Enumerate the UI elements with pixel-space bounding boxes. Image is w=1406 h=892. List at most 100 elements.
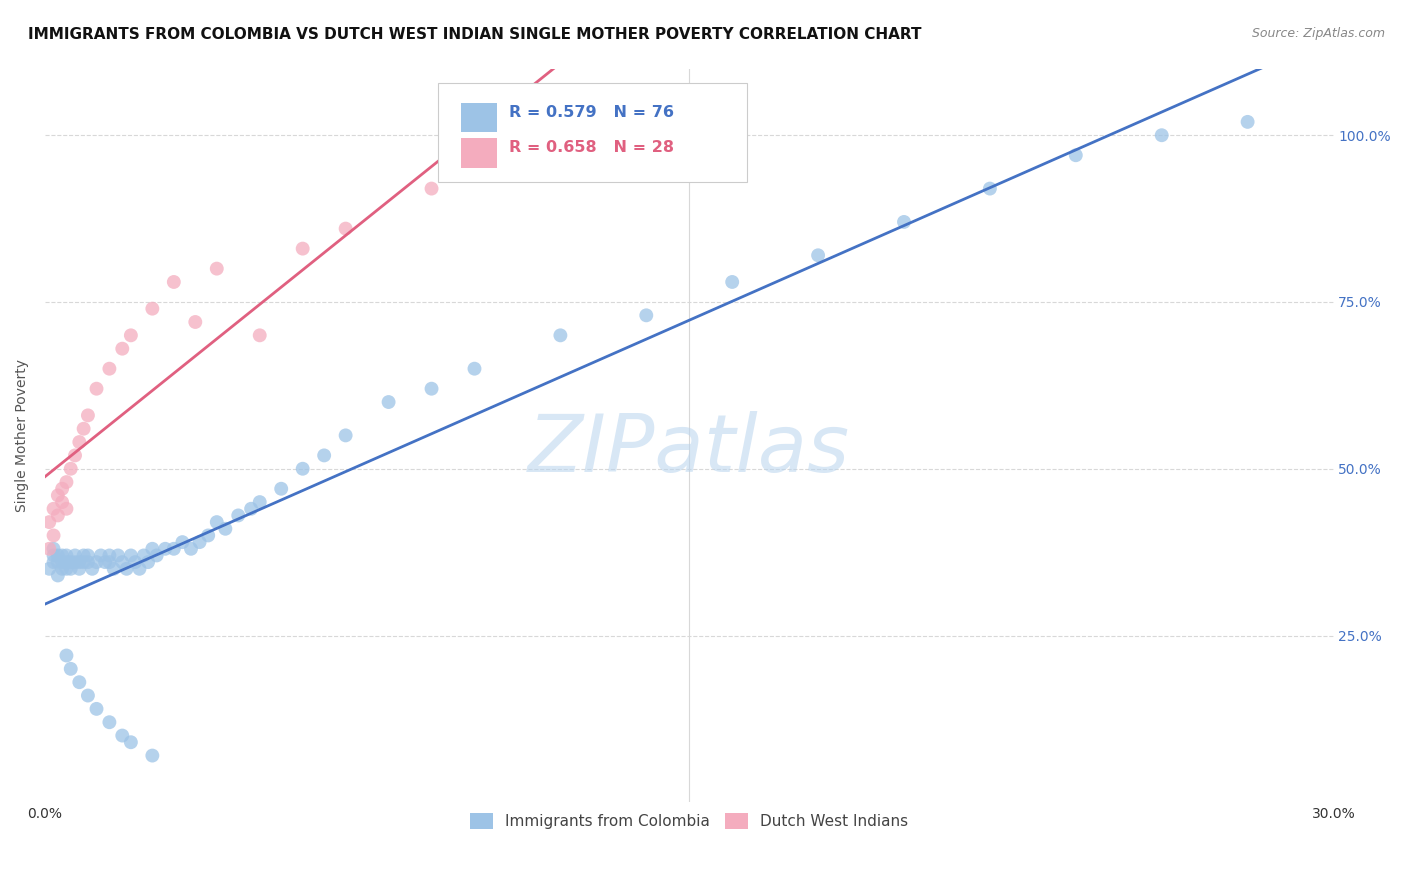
Point (184, 315, 207, 329)
Point (59, 461, 82, 475)
Text: ZIPatlas: ZIPatlas (529, 411, 851, 489)
Point (42, 501, 65, 516)
Point (67, 555, 90, 569)
Point (249, 495, 271, 509)
Point (124, 555, 146, 569)
Point (141, 541, 163, 556)
Point (67, 562, 90, 576)
Point (120, 549, 142, 563)
Y-axis label: Single Mother Poverty: Single Mother Poverty (15, 359, 30, 512)
Point (141, 301, 163, 316)
Point (59, 662, 82, 676)
Point (38, 515, 60, 529)
Point (59, 562, 82, 576)
Point (55, 648, 77, 663)
Point (55, 475, 77, 489)
Point (77, 555, 100, 569)
Point (42, 549, 65, 563)
Point (1064, 148, 1087, 162)
Point (77, 409, 100, 423)
Point (86, 555, 108, 569)
Point (77, 689, 100, 703)
Point (377, 395, 399, 409)
Point (63, 549, 86, 563)
Point (172, 535, 194, 549)
Point (132, 549, 155, 563)
Point (335, 221, 357, 235)
Point (1236, 115, 1258, 129)
Point (72, 422, 94, 436)
Point (115, 562, 138, 576)
Point (51, 555, 73, 569)
Point (420, 181, 443, 195)
Point (136, 555, 159, 569)
Point (67, 435, 90, 450)
Point (86, 382, 108, 396)
Point (55, 549, 77, 563)
Point (98, 549, 121, 563)
Point (63, 555, 86, 569)
Point (55, 501, 77, 516)
FancyBboxPatch shape (461, 138, 498, 168)
Point (55, 555, 77, 569)
Point (291, 242, 314, 256)
Point (59, 555, 82, 569)
Point (128, 562, 150, 576)
Point (46, 508, 69, 523)
Point (63, 449, 86, 463)
Point (107, 549, 129, 563)
Text: Source: ZipAtlas.com: Source: ZipAtlas.com (1251, 27, 1385, 40)
Point (94, 555, 117, 569)
Point (98, 715, 121, 730)
Point (120, 328, 142, 343)
Point (1150, 128, 1173, 143)
Point (72, 549, 94, 563)
Point (38, 562, 60, 576)
FancyBboxPatch shape (439, 83, 747, 182)
Point (145, 549, 167, 563)
Point (314, 449, 336, 463)
Point (86, 702, 108, 716)
Point (226, 508, 249, 523)
Point (163, 541, 186, 556)
Text: IMMIGRANTS FROM COLOMBIA VS DUTCH WEST INDIAN SINGLE MOTHER POVERTY CORRELATION : IMMIGRANTS FROM COLOMBIA VS DUTCH WEST I… (28, 27, 921, 42)
Point (51, 482, 73, 496)
Point (163, 275, 186, 289)
Point (205, 515, 228, 529)
Point (807, 248, 830, 262)
FancyBboxPatch shape (461, 103, 498, 132)
Point (77, 549, 100, 563)
Point (51, 549, 73, 563)
Point (335, 428, 357, 442)
Point (120, 735, 142, 749)
Point (51, 562, 73, 576)
Point (205, 261, 228, 276)
Point (51, 495, 73, 509)
Point (240, 501, 263, 516)
Point (270, 482, 292, 496)
Point (42, 555, 65, 569)
Point (979, 181, 1001, 195)
Point (420, 382, 443, 396)
Point (111, 555, 134, 569)
Point (46, 555, 69, 569)
Point (214, 522, 236, 536)
Point (98, 361, 121, 376)
Point (111, 729, 134, 743)
Point (249, 328, 271, 343)
Text: R = 0.658   N = 28: R = 0.658 N = 28 (509, 140, 673, 154)
Point (46, 568, 69, 582)
Legend: Immigrants from Colombia, Dutch West Indians: Immigrants from Colombia, Dutch West Ind… (464, 806, 915, 835)
Point (188, 535, 211, 549)
Point (721, 275, 744, 289)
Point (72, 555, 94, 569)
Point (636, 309, 658, 323)
Point (111, 342, 134, 356)
Point (893, 215, 915, 229)
Point (550, 142, 572, 156)
Point (67, 675, 90, 690)
Point (38, 541, 60, 556)
Point (82, 562, 104, 576)
Point (42, 528, 65, 542)
Text: R = 0.579   N = 76: R = 0.579 N = 76 (509, 105, 673, 120)
